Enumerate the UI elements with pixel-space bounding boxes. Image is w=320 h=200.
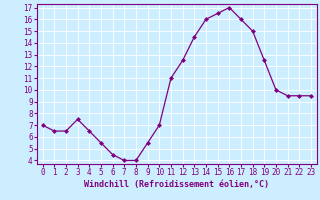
X-axis label: Windchill (Refroidissement éolien,°C): Windchill (Refroidissement éolien,°C)	[84, 180, 269, 189]
